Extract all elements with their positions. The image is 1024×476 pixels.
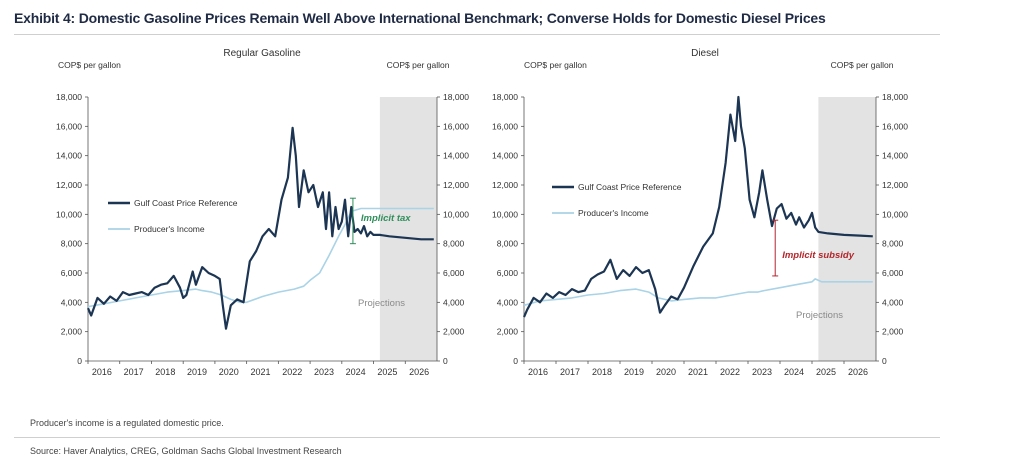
chart1-xtick-label: 2016: [92, 367, 112, 377]
chart2-projections-label: Projections: [796, 310, 843, 321]
footnote: Producer's income is a regulated domesti…: [30, 418, 224, 428]
chart2-ytick-label-right: 6,000: [882, 268, 904, 278]
chart1-ytick-label-left: 14,000: [56, 151, 82, 161]
chart2-ytick-label-right: 8,000: [882, 239, 904, 249]
chart2-ytick-label-left: 12,000: [492, 180, 518, 190]
chart2-ytick-label-left: 14,000: [492, 151, 518, 161]
chart1-producer-income-line: [87, 207, 434, 308]
chart2-xtick-label: 2022: [720, 367, 740, 377]
chart1-ytick-label-left: 18,000: [56, 92, 82, 102]
chart1-gulf-coast-line: [86, 126, 434, 330]
chart2-ytick-label-left: 18,000: [492, 92, 518, 102]
chart2-legend-label-1: Gulf Coast Price Reference: [578, 182, 682, 192]
chart2-ytick-label-right: 14,000: [882, 151, 908, 161]
chart1-projections-label: Projections: [358, 298, 405, 309]
chart2-ytick-label-right: 2,000: [882, 327, 904, 337]
chart1-xtick-label: 2024: [346, 367, 366, 377]
chart1-xtick-label: 2025: [377, 367, 397, 377]
chart2-xtick-label: 2023: [752, 367, 772, 377]
chart2-producer-income-line: [523, 278, 873, 307]
chart2-annotation-label: Implicit subsidy: [782, 250, 855, 261]
chart1-ytick-label-right: 10,000: [443, 209, 469, 219]
title-rule: [14, 34, 940, 35]
chart2-xtick-label: 2017: [560, 367, 580, 377]
chart1-ylabel-left: COP$ per gallon: [58, 60, 121, 70]
chart1-xtick-label: 2019: [187, 367, 207, 377]
chart1-legend-label-1: Gulf Coast Price Reference: [134, 198, 238, 208]
chart1-ytick-label-right: 0: [443, 356, 448, 366]
chart1-ytick-label-right: 14,000: [443, 151, 469, 161]
chart1-ytick-label-left: 0: [77, 356, 82, 366]
chart1-ytick-label-left: 2,000: [61, 327, 83, 337]
chart1-ylabel-right: COP$ per gallon: [387, 60, 450, 70]
chart1-ytick-label-left: 10,000: [56, 209, 82, 219]
chart2-title: Diesel: [691, 48, 719, 59]
chart2-ytick-label-right: 4,000: [882, 297, 904, 307]
chart2-xtick-label: 2025: [816, 367, 836, 377]
chart2-ytick-label-left: 6,000: [497, 268, 519, 278]
chart2-ytick-label-left: 16,000: [492, 121, 518, 131]
chart1-legend-label-2: Producer's Income: [134, 224, 205, 234]
chart1-ytick-label-right: 4,000: [443, 297, 465, 307]
chart1-ytick-label-right: 2,000: [443, 327, 465, 337]
chart2-ytick-label-left: 4,000: [497, 297, 519, 307]
chart2-xtick-label: 2026: [848, 367, 868, 377]
chart1-xtick-label: 2018: [155, 367, 175, 377]
chart1-ytick-label-right: 8,000: [443, 239, 465, 249]
exhibit-title: Exhibit 4: Domestic Gasoline Prices Rema…: [14, 10, 826, 26]
chart2-ytick-label-right: 10,000: [882, 209, 908, 219]
chart1-xtick-label: 2021: [250, 367, 270, 377]
chart2-xtick-label: 2018: [592, 367, 612, 377]
chart2-xtick-label: 2024: [784, 367, 804, 377]
chart2-projection-shade: [818, 97, 876, 361]
chart1-xtick-label: 2017: [124, 367, 144, 377]
chart1-ytick-label-left: 12,000: [56, 180, 82, 190]
chart1-annotation-label: Implicit tax: [361, 213, 411, 224]
chart2-ytick-label-right: 12,000: [882, 180, 908, 190]
chart2-ytick-label-left: 10,000: [492, 209, 518, 219]
chart1-ytick-label-left: 8,000: [61, 239, 83, 249]
source-note: Source: Haver Analytics, CREG, Goldman S…: [30, 446, 342, 456]
chart1-projection-shade: [379, 97, 437, 361]
chart2-xtick-label: 2016: [528, 367, 548, 377]
chart2-ylabel-left: COP$ per gallon: [524, 60, 587, 70]
chart1-ytick-label-right: 6,000: [443, 268, 465, 278]
footnote-rule: [14, 437, 940, 438]
chart2-xtick-label: 2021: [688, 367, 708, 377]
chart2-ytick-label-left: 8,000: [497, 239, 519, 249]
chart1-xtick-label: 2020: [219, 367, 239, 377]
chart2-ytick-label-left: 2,000: [497, 327, 519, 337]
chart1-xtick-label: 2026: [409, 367, 429, 377]
chart1-ytick-label-right: 18,000: [443, 92, 469, 102]
chart1-xtick-label: 2022: [282, 367, 302, 377]
chart2-xtick-label: 2019: [624, 367, 644, 377]
chart2-ytick-label-left: 0: [513, 356, 518, 366]
chart1-ytick-label-right: 12,000: [443, 180, 469, 190]
chart2-gulf-coast-line: [522, 95, 873, 318]
chart1-ytick-label-left: 4,000: [61, 297, 83, 307]
chart2-legend-label-2: Producer's Income: [578, 208, 649, 218]
chart1-xtick-label: 2023: [314, 367, 334, 377]
chart1-ytick-label-left: 6,000: [61, 268, 83, 278]
chart2-ytick-label-right: 18,000: [882, 92, 908, 102]
chart1-ytick-label-left: 16,000: [56, 121, 82, 131]
chart1-ytick-label-right: 16,000: [443, 121, 469, 131]
chart2-ytick-label-right: 16,000: [882, 121, 908, 131]
chart2-xtick-label: 2020: [656, 367, 676, 377]
chart1-title: Regular Gasoline: [223, 48, 301, 59]
chart2-ytick-label-right: 0: [882, 356, 887, 366]
chart2-ylabel-right: COP$ per gallon: [831, 60, 894, 70]
